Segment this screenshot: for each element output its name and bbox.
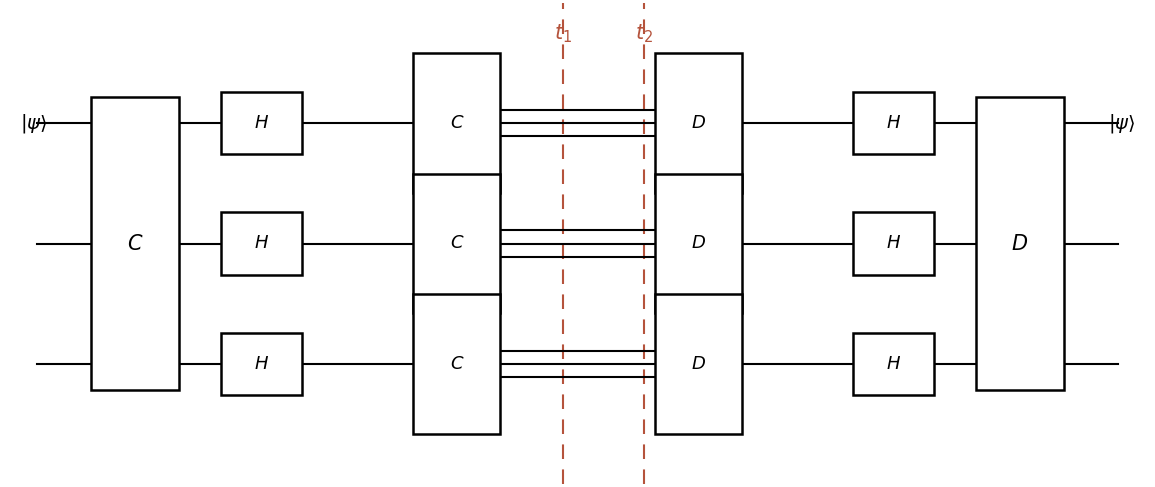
FancyBboxPatch shape (655, 54, 742, 193)
FancyBboxPatch shape (91, 96, 179, 391)
Text: $H$: $H$ (886, 114, 901, 132)
Text: $C$: $C$ (449, 235, 464, 252)
Text: $t_2$: $t_2$ (635, 23, 654, 45)
FancyBboxPatch shape (655, 294, 742, 433)
Text: $D$: $D$ (1012, 233, 1029, 254)
FancyBboxPatch shape (413, 174, 500, 313)
Text: $|\psi\rangle$: $|\psi\rangle$ (1108, 112, 1135, 134)
FancyBboxPatch shape (413, 54, 500, 193)
Text: $C$: $C$ (127, 233, 143, 254)
FancyBboxPatch shape (221, 92, 301, 154)
FancyBboxPatch shape (854, 212, 934, 275)
Text: $|\psi\rangle$: $|\psi\rangle$ (20, 112, 47, 134)
FancyBboxPatch shape (221, 333, 301, 395)
Text: $t_1$: $t_1$ (553, 23, 572, 45)
FancyBboxPatch shape (854, 92, 934, 154)
Text: $H$: $H$ (254, 355, 269, 373)
FancyBboxPatch shape (413, 294, 500, 433)
FancyBboxPatch shape (854, 333, 934, 395)
Text: $H$: $H$ (886, 235, 901, 252)
FancyBboxPatch shape (221, 212, 301, 275)
FancyBboxPatch shape (655, 174, 742, 313)
FancyBboxPatch shape (976, 96, 1064, 391)
Text: $D$: $D$ (691, 235, 706, 252)
Text: $H$: $H$ (886, 355, 901, 373)
Text: $H$: $H$ (254, 114, 269, 132)
Text: $D$: $D$ (691, 114, 706, 132)
Text: $C$: $C$ (449, 114, 464, 132)
Text: $C$: $C$ (449, 355, 464, 373)
Text: $D$: $D$ (691, 355, 706, 373)
Text: $H$: $H$ (254, 235, 269, 252)
